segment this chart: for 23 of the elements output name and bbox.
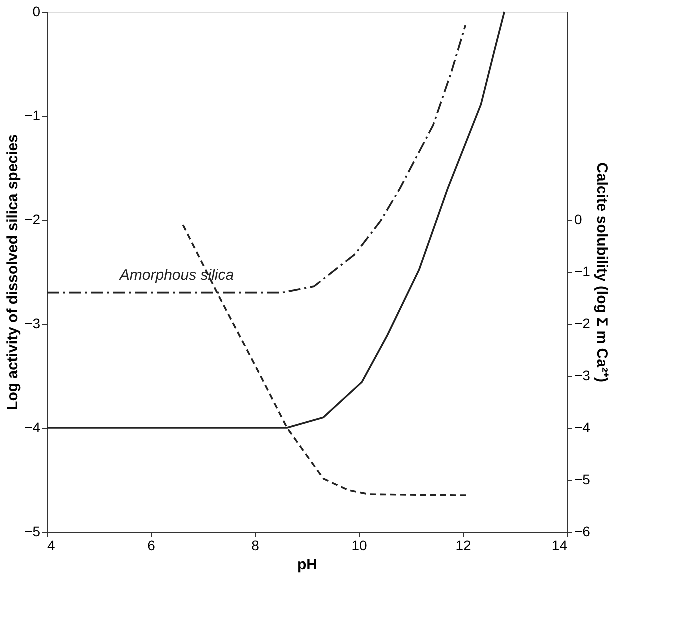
- y-tick-label: −5: [24, 524, 41, 540]
- x-tick-label: 6: [148, 538, 156, 554]
- y-tick-label: −4: [24, 420, 41, 436]
- y2-tick-label: −4: [574, 420, 591, 436]
- y2-tick-label: −2: [574, 316, 591, 332]
- y2-tick-label: −3: [574, 368, 591, 384]
- y2-tick-label: −1: [574, 264, 591, 280]
- x-tick-label: 4: [48, 538, 56, 554]
- annotation: Amorphous silica: [118, 267, 234, 284]
- y-tick-label: −2: [24, 212, 41, 228]
- x-tick-label: 8: [252, 538, 260, 554]
- y-tick-label: −3: [24, 316, 41, 332]
- x-tick-label: 14: [552, 538, 568, 554]
- y2-tick-label: −5: [574, 472, 591, 488]
- y2-axis-title: Calcite solubility (log Σ m Ca²⁺): [593, 162, 610, 382]
- y-tick-label: 0: [32, 4, 41, 20]
- x-tick-label: 10: [352, 538, 368, 554]
- y2-tick-label: 0: [574, 212, 582, 228]
- y-tick-label: −1: [24, 108, 41, 124]
- y-axis-title: Log activity of dissolved silica species: [4, 134, 22, 410]
- x-tick-label: 12: [456, 538, 472, 554]
- x-axis-title: pH: [298, 556, 318, 574]
- y2-tick-label: −6: [574, 524, 591, 540]
